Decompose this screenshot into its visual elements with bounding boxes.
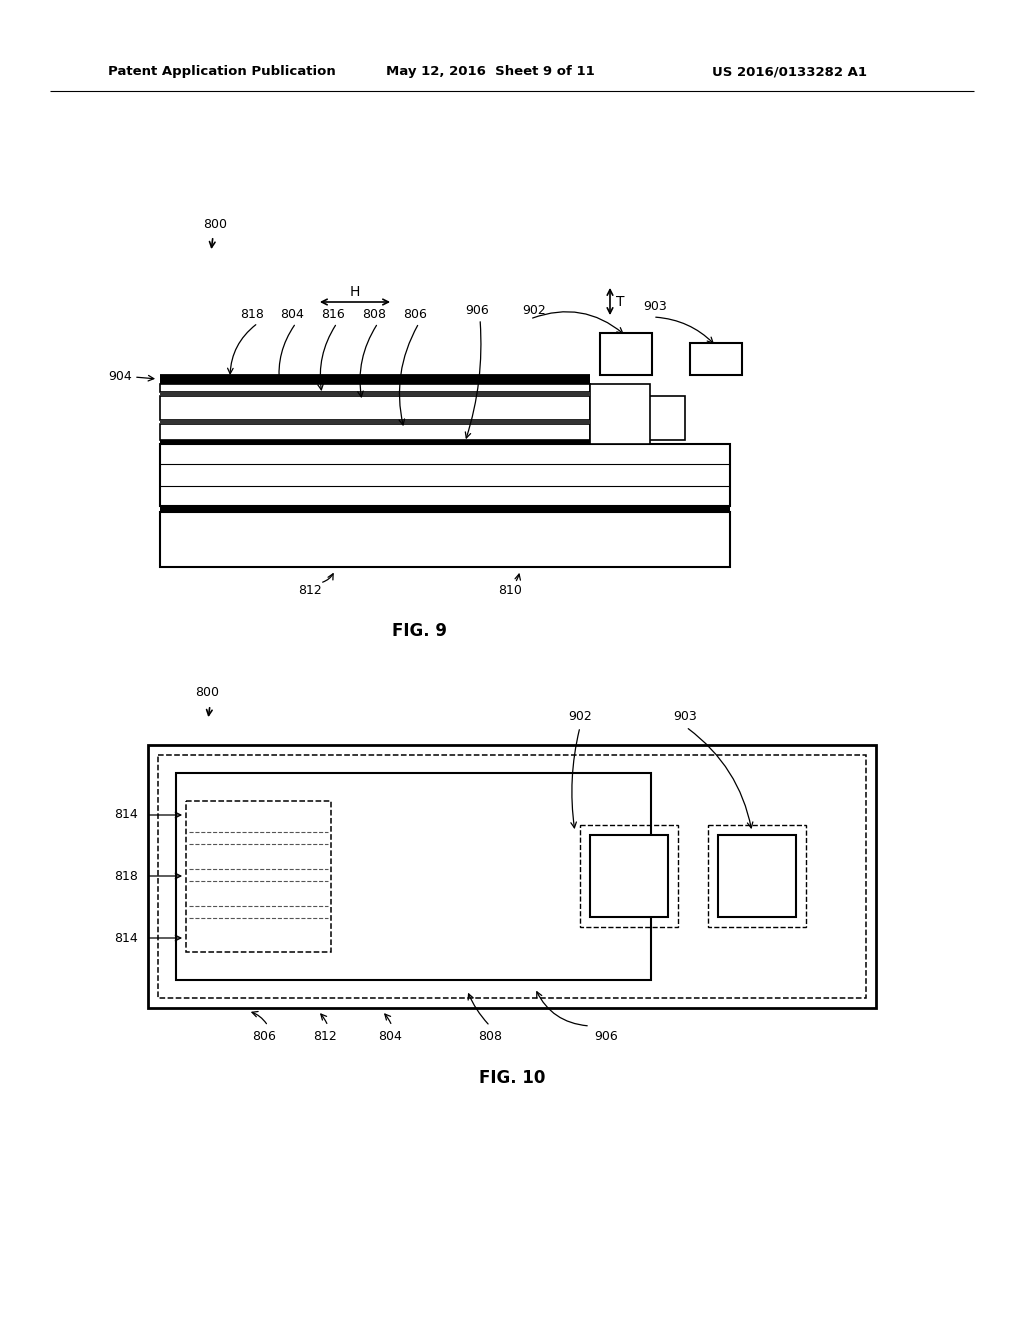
Text: 903: 903 <box>643 301 667 314</box>
Bar <box>160 440 590 444</box>
Text: 810: 810 <box>498 585 522 598</box>
Text: 906: 906 <box>594 1030 617 1043</box>
Text: 804: 804 <box>378 1030 402 1043</box>
Bar <box>160 512 730 568</box>
Text: 816: 816 <box>322 309 345 322</box>
Bar <box>160 424 590 440</box>
Text: T: T <box>615 294 625 309</box>
Text: 906: 906 <box>465 304 488 317</box>
Text: 814: 814 <box>115 808 138 821</box>
Text: 808: 808 <box>478 1030 502 1043</box>
Bar <box>600 333 652 375</box>
Bar <box>590 836 668 917</box>
Bar <box>160 506 730 512</box>
Bar <box>176 774 651 979</box>
Text: FIG. 9: FIG. 9 <box>392 622 447 640</box>
Text: US 2016/0133282 A1: US 2016/0133282 A1 <box>713 66 867 78</box>
Text: 812: 812 <box>298 585 322 598</box>
Text: 818: 818 <box>240 309 264 322</box>
Text: Patent Application Publication: Patent Application Publication <box>109 66 336 78</box>
Bar <box>580 825 678 927</box>
Text: H: H <box>350 285 360 300</box>
Bar <box>590 384 650 444</box>
Text: 808: 808 <box>362 309 386 322</box>
Bar <box>160 384 590 392</box>
Text: 806: 806 <box>252 1030 275 1043</box>
Bar <box>690 343 742 375</box>
Bar <box>160 396 590 420</box>
Text: 904: 904 <box>109 371 132 384</box>
Text: 903: 903 <box>673 710 697 723</box>
Text: 806: 806 <box>403 309 427 322</box>
Text: 800: 800 <box>195 686 219 700</box>
Bar <box>160 375 590 384</box>
Text: 818: 818 <box>114 870 138 883</box>
Bar <box>160 444 730 506</box>
Text: 902: 902 <box>522 304 546 317</box>
Bar <box>186 801 331 952</box>
Text: May 12, 2016  Sheet 9 of 11: May 12, 2016 Sheet 9 of 11 <box>386 66 594 78</box>
Bar <box>160 392 590 396</box>
Text: 812: 812 <box>313 1030 337 1043</box>
Bar <box>160 420 590 424</box>
Text: FIG. 10: FIG. 10 <box>479 1069 545 1086</box>
Bar <box>630 396 685 440</box>
Bar <box>148 744 876 1008</box>
Text: 800: 800 <box>203 219 227 231</box>
Bar <box>158 755 866 998</box>
Text: 814: 814 <box>115 932 138 945</box>
Text: 804: 804 <box>280 309 304 322</box>
Bar <box>718 836 796 917</box>
Bar <box>708 825 806 927</box>
Text: 902: 902 <box>568 710 592 723</box>
